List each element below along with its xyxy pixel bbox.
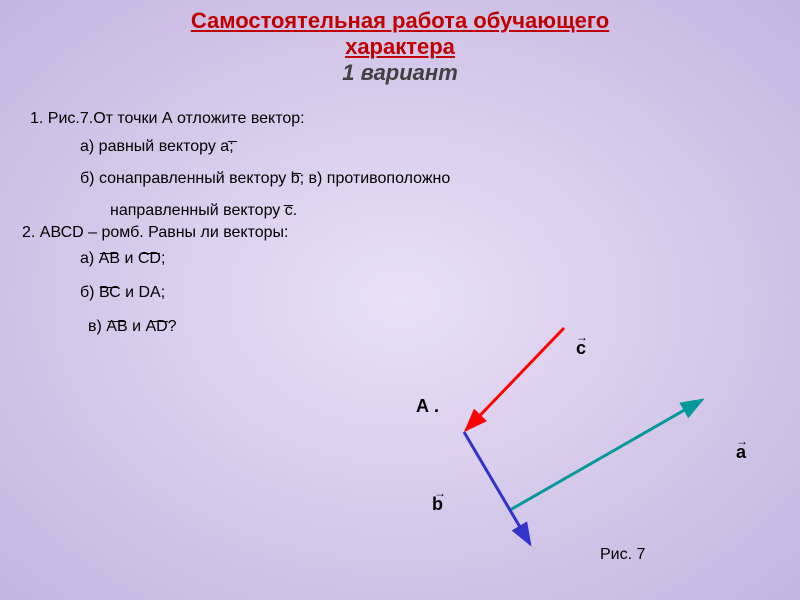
overbar-c: _	[284, 190, 293, 208]
title-line2: характера	[0, 34, 800, 60]
arrow-over-b-icon: →	[434, 486, 445, 500]
arrow-over-c-icon: →	[576, 330, 587, 344]
overbar-a: _	[228, 126, 237, 144]
label-a: → a	[736, 442, 746, 463]
subtitle: 1 вариант	[0, 60, 800, 86]
q1c-text: направленный вектору c.	[110, 202, 297, 219]
q1c: _ направленный вектору c.	[110, 202, 800, 220]
vector-a	[510, 400, 702, 510]
point-A-text: А .	[416, 396, 439, 416]
arrow-over-a-icon: →	[736, 434, 747, 448]
ov-ad: __	[150, 306, 168, 324]
ov-cd: __	[142, 238, 160, 256]
q2b-text: б) ВС и DА;	[80, 284, 165, 301]
q1a: _ а) равный вектору a;	[80, 138, 800, 156]
vector-c	[466, 328, 564, 430]
q2: 2. АВСD – ромб. Равны ли векторы:	[22, 224, 800, 242]
q1a-text: а) равный вектору a;	[80, 138, 234, 155]
title-line1: Самостоятельная работа обучающего	[0, 8, 800, 34]
overbar-b: _	[292, 158, 301, 176]
ov-bc: __	[100, 272, 118, 290]
q1b-text: б) сонаправленный вектору b; в) противоп…	[80, 170, 450, 187]
q2b: __ б) ВС и DА;	[80, 284, 800, 302]
ov-ab2: __	[108, 306, 126, 324]
q1: 1. Рис.7.От точки А отложите вектор:	[30, 110, 800, 128]
fig-label-text: Рис. 7	[600, 546, 645, 563]
point-A: А .	[416, 396, 439, 417]
vector-b	[464, 432, 530, 544]
label-c: → c	[576, 338, 586, 359]
slide: Самостоятельная работа обучающего характ…	[0, 0, 800, 600]
q1b: _ б) сонаправленный вектору b; в) против…	[80, 170, 800, 188]
q2a: __ __ а) АВ и СD;	[80, 250, 800, 268]
title-block: Самостоятельная работа обучающего характ…	[0, 0, 800, 86]
q2c: __ __ в) АВ и АD?	[88, 318, 800, 336]
content-block: 1. Рис.7.От точки А отложите вектор: _ а…	[0, 110, 800, 336]
figure-caption: Рис. 7	[600, 546, 645, 564]
ov-ab1: __	[100, 238, 118, 256]
label-b: → b	[432, 494, 443, 515]
